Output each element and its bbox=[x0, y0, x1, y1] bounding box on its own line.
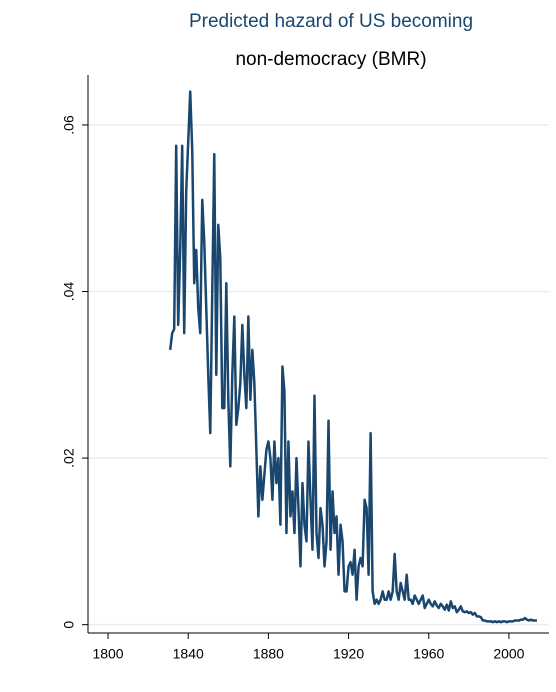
x-tick-label: 1880 bbox=[253, 646, 284, 662]
chart-title: Predicted hazard of US becoming bbox=[189, 11, 473, 32]
chart-subtitle: non-democracy (BMR) bbox=[235, 49, 426, 70]
data-line bbox=[168, 90, 537, 624]
y-tick-label: .02 bbox=[61, 448, 77, 468]
x-tick-label: 1960 bbox=[413, 646, 444, 662]
y-tick-label: 0 bbox=[61, 621, 77, 629]
y-tick-label: .04 bbox=[61, 282, 77, 302]
x-tick-label: 1840 bbox=[173, 646, 204, 662]
y-tick-label: .06 bbox=[61, 115, 77, 135]
x-tick-label: 1800 bbox=[92, 646, 123, 662]
x-tick-label: 2000 bbox=[493, 646, 524, 662]
x-tick-label: 1920 bbox=[333, 646, 364, 662]
